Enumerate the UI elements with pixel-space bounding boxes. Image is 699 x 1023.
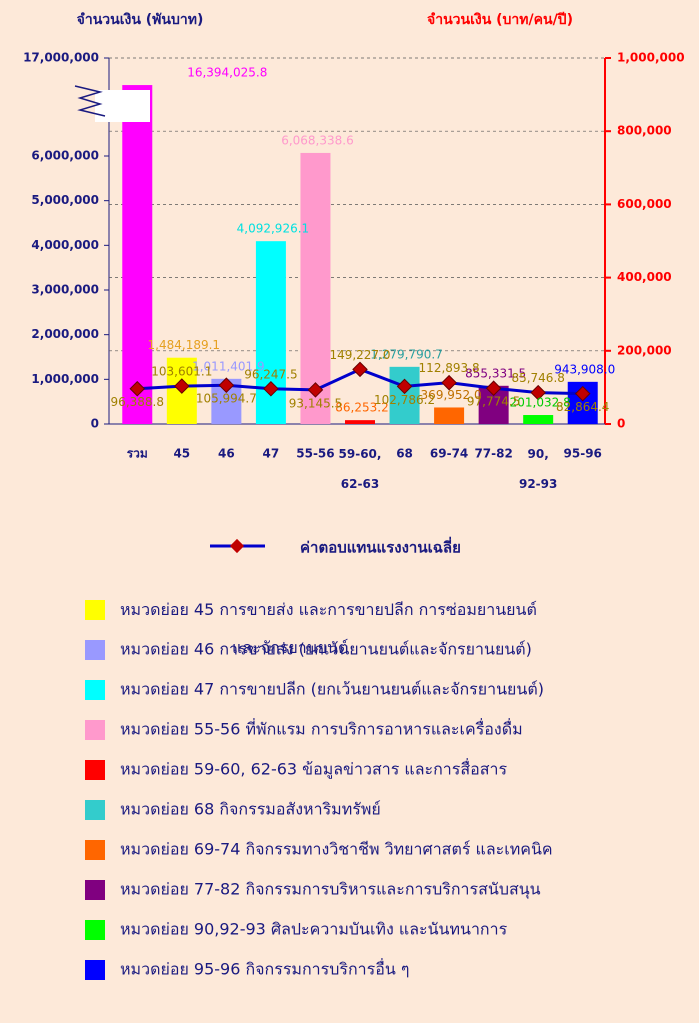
bar [389,366,420,424]
bar [345,420,375,424]
legend-item: หมวดย่อย 68 กิจกรรมอสังหาริมทรัพย์ [120,800,381,819]
legend-item: หมวดย่อย 46 การขายส่ง (ยกเว้นยานยนต์และจ… [120,640,532,659]
line-marker [307,382,324,398]
x-tick-label: 45 [173,447,190,461]
y2-tick-label: 600,000 [617,197,672,211]
legend-item: หมวดย่อย 95-96 กิจกรรมการบริการอื่น ๆ [120,958,409,979]
x-tick-label: 77-82 [474,447,512,461]
legend-item: หมวดย่อย 55-56 ที่พักแรม การบริการอาหารแ… [120,718,523,739]
bar-value-label: 1,279,790.7 [370,347,443,361]
line-marker [441,374,457,391]
line-marker [530,384,546,401]
legend-swatch [85,640,105,660]
legend-item: หมวดย่อย 69-74 กิจกรรมทางวิชาชีพ วิทยาศา… [120,840,553,859]
x-tick-label: 68 [396,447,413,461]
bar-value-label: 16,394,025.8 [187,66,267,80]
y2-tick-label: 200,000 [617,343,672,357]
legend-swatch [85,840,105,860]
legend-item: หมวดย่อย 45 การขายส่ง และการขายปลีก การซ… [120,600,537,657]
line-marker [485,380,502,396]
x-tick-label: 55-56 [296,447,334,461]
bar [122,85,153,425]
y2-tick-label: 400,000 [617,270,672,284]
line-value-label: 85,746.8 [511,371,564,385]
line-value-label: 149,227.0 [329,348,390,362]
bar-value-label: 1,484,189.1 [148,338,221,352]
bar-value-label: 1,011,401.9 [192,359,265,373]
legend-item: หมวดย่อย 77-82 กิจกรรมการบริหารและการบริ… [120,880,541,900]
line-value-label: 102,786.2 [374,393,435,407]
legend-label: ค่าตอบแทนแรงงานเฉลี่ย [300,537,461,557]
x-tick-label: 69-74 [430,447,468,461]
legend-swatch [85,800,105,820]
y2-tick-label: 800,000 [617,124,672,138]
line-marker [129,380,146,397]
line-marker [574,385,591,402]
bar [300,152,331,424]
legend-swatch [85,880,105,900]
line-value-label: 96,247.5 [244,367,297,381]
y-tick-label: 0 [91,417,99,431]
bar-value-label: 201,032.8 [510,396,571,410]
bar [523,415,554,424]
bar-value-label: 369,952.0 [421,388,482,402]
y2-tick-label: 0 [617,417,625,431]
line-value-label: 103,601.1 [151,365,212,379]
x-tick-label: รวม [127,447,148,461]
x-tick-label: 90, 92-93 [519,447,557,491]
line-marker [218,377,235,393]
bar-value-label: 943,908.0 [554,362,615,376]
line-value-label: 93,145.5 [289,396,342,410]
legend-swatch [85,920,105,940]
legend-swatch [85,760,105,780]
line-marker [174,378,190,394]
y2-axis-title: จำนวนเงิน (บาท/คน/ปี) [427,12,573,28]
legend-swatch [85,960,105,980]
line-value-label: 105,994.7 [196,392,257,406]
y-tick-label: 2,000,000 [31,327,99,341]
legend-item: หมวดย่อย 90,92-93 ศิลปะความบันเทิง และนั… [120,920,508,939]
bar [434,407,465,424]
bar-value-label: 86,253.2 [335,401,388,415]
line-marker [396,378,413,395]
y-tick-label: 4,000,000 [31,238,99,252]
y-tick-label: 3,000,000 [31,283,99,297]
legend-swatch [85,600,105,620]
y2-tick-label: 1,000,000 [617,51,685,65]
y-tick-label: 1,000,000 [31,372,99,386]
y-tick-label: 17,000,000 [23,51,99,65]
axis-break [95,90,150,122]
line-marker [352,361,368,378]
bar-value-label: 6,068,338.6 [281,133,354,147]
x-tick-label: 95-96 [564,447,602,461]
line-value-label: 82,864.4 [556,400,609,414]
bar-value-label: 855,331.5 [465,366,526,380]
legend-swatch [85,720,105,740]
y-tick-label: 5,000,000 [31,193,99,207]
axis-break-mark [74,85,106,117]
bar [255,241,286,424]
legend-item: หมวดย่อย 47 การขายปลีก (ยกเว้นยานยนต์และ… [120,680,544,699]
y-axis-title: จำนวนเงิน (พันบาท) [77,12,204,28]
legend-marker [229,538,245,554]
line-marker [263,380,279,397]
legend-swatch [85,680,105,700]
x-tick-label: 46 [218,447,235,461]
line-value-label: 96,388.8 [111,395,164,409]
x-tick-label: 59-60, 62-63 [339,447,382,491]
y-tick-label: 6,000,000 [31,149,99,163]
bar-value-label: 4,092,926.1 [237,222,310,236]
x-tick-label: 47 [263,447,280,461]
line-value-label: 112,893.8 [419,361,480,375]
legend-item: หมวดย่อย 59-60, 62-63 ข้อมูลข่าวสาร และก… [120,758,507,780]
line-value-label: 97,774.5 [467,395,520,409]
